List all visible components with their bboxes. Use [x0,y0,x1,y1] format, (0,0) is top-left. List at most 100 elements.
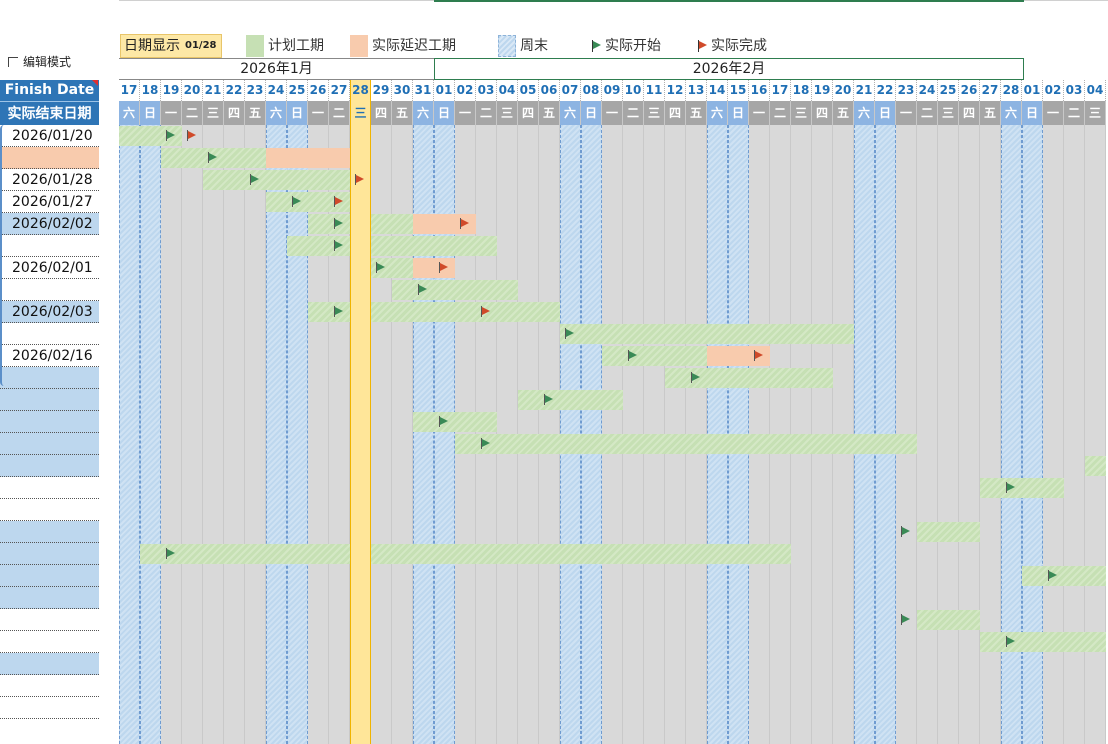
month-february-frame [434,58,1024,80]
weekday-label: 二 [476,101,497,125]
planned-bar[interactable] [602,346,707,366]
finish-date-cell[interactable] [0,653,99,675]
finish-date-cell[interactable] [0,433,99,455]
planned-bar[interactable] [518,390,623,410]
finish-date-cell[interactable]: 2026/01/20 [0,125,99,147]
finish-date-cell[interactable] [0,279,99,301]
day-number: 04 [497,80,518,101]
legend-delay-label: 实际延迟工期 [372,38,456,54]
weekday-label: 三 [791,101,812,125]
weekday-label: 六 [560,101,581,125]
finish-date-cell[interactable]: 2026/01/28 [0,169,99,191]
planned-bar[interactable] [203,170,350,190]
day-number: 02 [1043,80,1064,101]
day-number: 31 [413,80,434,101]
planned-bar[interactable] [665,368,833,388]
finish-date-cell[interactable]: 2026/02/02 [0,213,99,235]
weekday-label: 日 [1022,101,1043,125]
weekday-column [1064,125,1085,744]
planned-bar[interactable] [371,302,560,322]
actual-start-flag-icon [481,438,493,450]
planned-bar[interactable] [917,522,980,542]
actual-start-flag-icon [691,372,703,384]
day-number: 23 [896,80,917,101]
start-flag-icon [592,40,602,52]
actual-start-flag-icon [628,350,640,362]
finish-date-cell[interactable] [0,367,99,389]
planned-bar[interactable] [371,236,497,256]
day-number: 17 [119,80,140,101]
day-number: 26 [308,80,329,101]
edit-mode-checkbox[interactable]: 编辑模式 [8,53,71,70]
weekday-label: 日 [434,101,455,125]
delay-bar[interactable] [266,148,350,168]
day-number: 06 [539,80,560,101]
planned-bar[interactable] [560,324,854,344]
planned-bar[interactable] [371,214,413,234]
weekday-label: 五 [833,101,854,125]
finish-date-cell[interactable] [0,323,99,345]
planned-bar[interactable] [980,632,1106,652]
finish-date-cell[interactable] [0,477,99,499]
weekday-column [980,125,1001,744]
day-number: 04 [1085,80,1106,101]
today-weekday-label: 三 [354,106,367,120]
actual-start-flag-icon [901,526,913,538]
weekday-column [371,125,392,744]
finish-date-cell[interactable] [0,587,99,609]
finish-date-cell[interactable] [0,411,99,433]
day-number: 23 [245,80,266,101]
finish-date-cell[interactable]: 2026/02/03 [0,301,99,323]
day-number: 13 [686,80,707,101]
date-display-field[interactable]: 日期显示 01/28 [120,34,222,58]
actual-start-flag-icon [250,174,262,186]
planned-bar[interactable] [980,478,1064,498]
planned-bar[interactable] [266,192,350,212]
finish-date-cell[interactable] [0,675,99,697]
weekday-label: 二 [770,101,791,125]
finish-date-cell[interactable] [0,543,99,565]
planned-bar[interactable] [371,544,791,564]
actual-end-date-header[interactable]: 实际结束日期 [0,101,99,125]
planned-bar[interactable] [455,434,917,454]
month-january: 2026年1月 [119,58,434,80]
finish-date-cell[interactable] [0,697,99,719]
finish-date-cell[interactable]: 2026/02/16 [0,345,99,367]
finish-date-cell[interactable] [0,235,99,257]
weekday-label: 六 [119,101,140,125]
day-number: 03 [1064,80,1085,101]
finish-date-cell[interactable] [0,631,99,653]
weekend-column [434,125,455,744]
actual-finish-flag-icon [754,350,766,362]
finish-date-cell[interactable] [0,455,99,477]
weekday-label: 四 [224,101,245,125]
planned-bar[interactable] [392,280,518,300]
planned-bar[interactable] [413,412,497,432]
finish-date-header[interactable]: Finish Date [0,80,99,101]
weekday-label: 三 [1085,101,1106,125]
day-number: 11 [644,80,665,101]
legend-actual-finish: 实际完成 [698,34,767,58]
planned-bar[interactable] [140,544,350,564]
legend-actual-finish-label: 实际完成 [711,38,767,54]
finish-date-cell[interactable] [0,521,99,543]
actual-start-flag-icon [439,416,451,428]
finish-date-cell[interactable] [0,565,99,587]
planned-bar[interactable] [917,610,980,630]
legend-actual-start: 实际开始 [592,34,661,58]
weekday-label: 日 [728,101,749,125]
planned-bar[interactable] [1085,456,1106,476]
weekday-label: 四 [812,101,833,125]
weekday-label: 二 [329,101,350,125]
finish-date-cell[interactable] [0,389,99,411]
weekend-column [1022,125,1043,744]
finish-date-cell[interactable] [0,499,99,521]
finish-date-cell[interactable] [0,147,99,169]
finish-date-cell[interactable]: 2026/01/27 [0,191,99,213]
weekday-label: 四 [518,101,539,125]
finish-date-cell[interactable] [0,609,99,631]
finish-date-cell[interactable]: 2026/02/01 [0,257,99,279]
actual-start-flag-icon [565,328,577,340]
checkbox-icon[interactable] [8,57,18,67]
planned-bar[interactable] [1022,566,1106,586]
